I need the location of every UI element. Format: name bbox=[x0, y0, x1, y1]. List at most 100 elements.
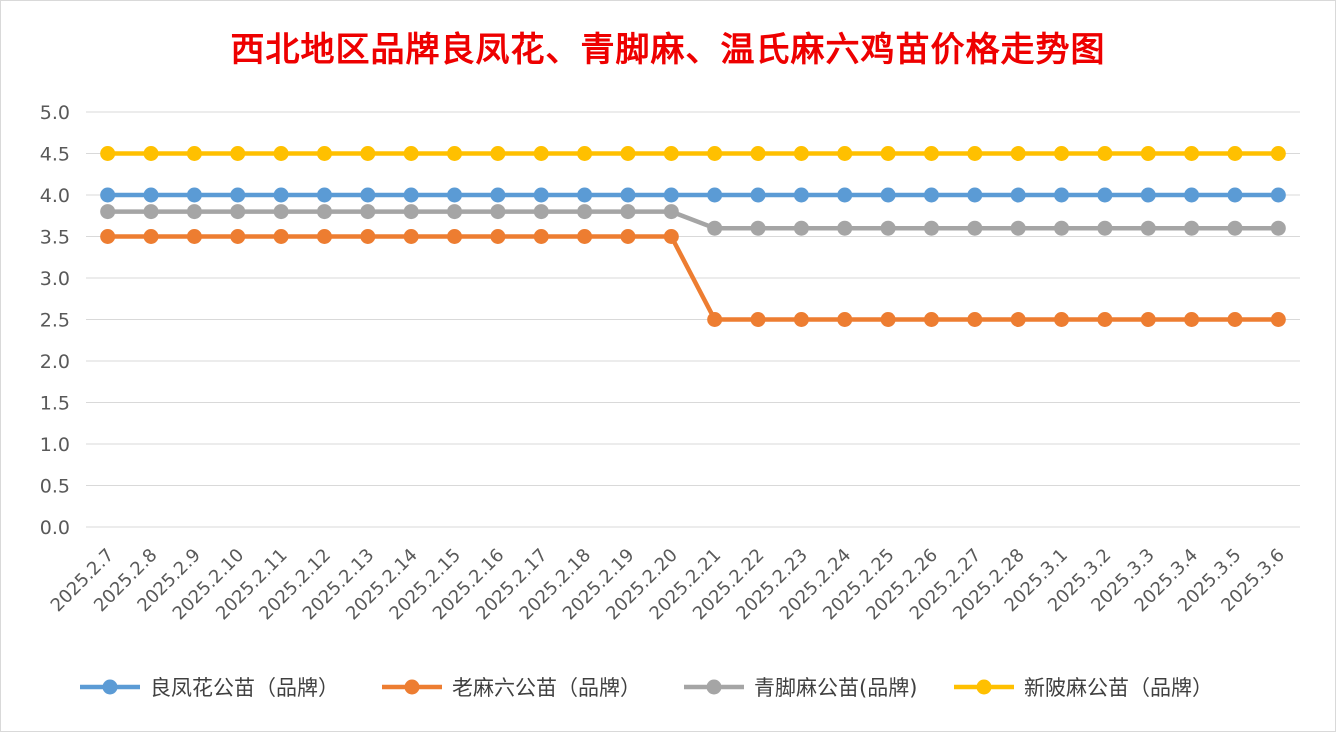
data-point bbox=[230, 229, 246, 244]
y-tick-label: 4.5 bbox=[40, 144, 70, 166]
data-point bbox=[1270, 220, 1286, 236]
data-point bbox=[707, 312, 723, 327]
data-point bbox=[1097, 187, 1113, 203]
data-point bbox=[1097, 312, 1113, 327]
data-point bbox=[360, 146, 376, 161]
data-point bbox=[1010, 312, 1026, 327]
data-point bbox=[143, 146, 159, 161]
data-point bbox=[793, 220, 809, 236]
data-point bbox=[143, 187, 159, 203]
data-point bbox=[923, 220, 939, 236]
data-point bbox=[1010, 146, 1026, 161]
y-tick-label: 3.0 bbox=[40, 268, 70, 290]
data-point bbox=[273, 229, 289, 244]
y-tick-label: 1.5 bbox=[40, 393, 70, 415]
data-point bbox=[880, 146, 896, 161]
y-tick-label: 2.5 bbox=[40, 310, 70, 332]
y-tick-label: 4.0 bbox=[40, 185, 70, 207]
data-point bbox=[750, 312, 766, 327]
data-point bbox=[533, 229, 549, 244]
data-point bbox=[663, 187, 679, 203]
data-point bbox=[230, 187, 246, 203]
y-tick-label: 0.5 bbox=[40, 476, 70, 498]
data-point bbox=[620, 146, 636, 161]
data-point bbox=[577, 146, 593, 161]
data-point bbox=[577, 204, 593, 220]
legend-label: 良凤花公苗（品牌） bbox=[150, 676, 339, 700]
data-point bbox=[186, 204, 202, 220]
data-point bbox=[750, 146, 766, 161]
legend-marker bbox=[404, 679, 420, 695]
data-point bbox=[1140, 312, 1156, 327]
data-point bbox=[707, 146, 723, 161]
data-point bbox=[967, 312, 983, 327]
data-point bbox=[186, 146, 202, 161]
data-point bbox=[316, 187, 332, 203]
data-point bbox=[967, 220, 983, 236]
data-point bbox=[490, 146, 506, 161]
data-point bbox=[186, 229, 202, 244]
data-point bbox=[967, 187, 983, 203]
legend: 良凤花公苗（品牌） 老麻六公苗（品牌） 青脚麻公苗(品牌) 新陂麻公苗（品牌） bbox=[80, 676, 1213, 700]
data-point bbox=[360, 187, 376, 203]
data-point bbox=[1270, 146, 1286, 161]
data-point bbox=[880, 220, 896, 236]
data-point bbox=[273, 187, 289, 203]
data-point bbox=[663, 229, 679, 244]
legend-item: 新陂麻公苗（品牌） bbox=[954, 676, 1213, 700]
data-point bbox=[837, 146, 853, 161]
y-tick-label: 2.0 bbox=[40, 351, 70, 373]
chart-title: 西北地区品牌良凤花、青脚麻、温氏麻六鸡苗价格走势图 bbox=[230, 30, 1106, 70]
legend-label: 老麻六公苗（品牌） bbox=[452, 676, 641, 700]
series-line bbox=[107, 209, 1279, 231]
data-point bbox=[1270, 187, 1286, 203]
data-point bbox=[577, 187, 593, 203]
data-point bbox=[1184, 312, 1200, 327]
data-point bbox=[1184, 220, 1200, 236]
data-point bbox=[100, 187, 116, 203]
data-point bbox=[707, 220, 723, 236]
data-point bbox=[923, 146, 939, 161]
data-point bbox=[1140, 187, 1156, 203]
data-point bbox=[1227, 312, 1243, 327]
series-line bbox=[107, 234, 1279, 322]
legend-marker bbox=[102, 679, 118, 695]
data-point bbox=[880, 187, 896, 203]
data-point bbox=[923, 187, 939, 203]
data-point bbox=[793, 312, 809, 327]
data-point bbox=[1097, 220, 1113, 236]
data-point bbox=[837, 220, 853, 236]
y-tick-label: 1.0 bbox=[40, 434, 70, 456]
data-point bbox=[1140, 220, 1156, 236]
data-point bbox=[273, 204, 289, 220]
data-point bbox=[1227, 146, 1243, 161]
data-point bbox=[490, 204, 506, 220]
data-point bbox=[143, 204, 159, 220]
data-point bbox=[230, 146, 246, 161]
series-0 bbox=[100, 187, 1286, 203]
data-point bbox=[1184, 187, 1200, 203]
data-point bbox=[186, 187, 202, 203]
data-point bbox=[403, 204, 419, 220]
data-point bbox=[143, 229, 159, 244]
data-point bbox=[1010, 187, 1026, 203]
data-point bbox=[750, 220, 766, 236]
legend-label: 青脚麻公苗(品牌) bbox=[754, 676, 917, 700]
data-point bbox=[100, 146, 116, 161]
y-tick-label: 3.5 bbox=[40, 227, 70, 249]
data-point bbox=[533, 146, 549, 161]
data-point bbox=[490, 229, 506, 244]
data-point bbox=[967, 146, 983, 161]
data-point bbox=[100, 204, 116, 220]
data-point bbox=[316, 146, 332, 161]
data-point bbox=[403, 229, 419, 244]
legend-item: 良凤花公苗（品牌） bbox=[80, 676, 339, 700]
data-point bbox=[837, 312, 853, 327]
legend-marker bbox=[706, 679, 722, 695]
data-point bbox=[1010, 220, 1026, 236]
legend-marker bbox=[976, 679, 992, 695]
data-point bbox=[447, 187, 463, 203]
data-point bbox=[1097, 146, 1113, 161]
data-point bbox=[923, 312, 939, 327]
